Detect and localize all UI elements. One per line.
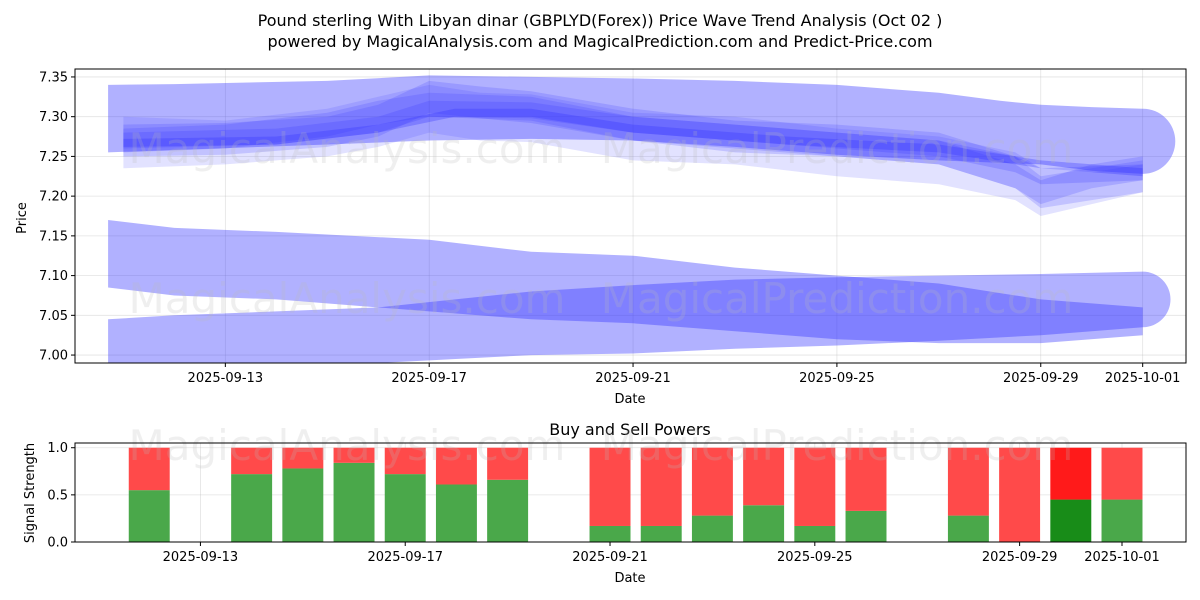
sell-bar — [435, 447, 477, 485]
buy-bar — [743, 505, 785, 542]
buy-bar — [1101, 499, 1143, 542]
wave-band-trend-2 — [123, 92, 1143, 205]
signal-plot-frame — [74, 442, 1187, 543]
price-x-tick-label: 2025-09-21 — [595, 371, 671, 386]
price-y-tick-label: 7.35 — [39, 70, 68, 85]
buy-bar — [691, 515, 733, 542]
signal-x-tick-label: 2025-10-01 — [1084, 550, 1160, 565]
buy-bar — [487, 479, 529, 542]
price-x-tick-label: 2025-09-17 — [391, 371, 467, 386]
chart-title: Pound sterling With Libyan dinar (GBPLYD… — [258, 11, 943, 30]
sell-bar — [589, 447, 631, 526]
watermark: MagicalPrediction.com — [601, 421, 1074, 470]
price-y-tick-label: 7.15 — [39, 229, 68, 244]
signal-y-label: Signal Strength — [23, 443, 38, 543]
price-y-tick-label: 7.05 — [39, 309, 68, 324]
signal-y-tick-label: 0.5 — [47, 488, 68, 503]
sell-bar — [282, 447, 324, 469]
buy-bar — [282, 468, 324, 542]
wave-band-trend-5 — [123, 108, 1143, 177]
signal-x-tick-label: 2025-09-17 — [367, 550, 443, 565]
signal-panel: Buy and Sell Powers MagicalAnalysis.com … — [23, 420, 1187, 586]
buy-bar — [845, 510, 887, 542]
watermark: MagicalAnalysis.com — [129, 421, 566, 470]
sell-bar — [1050, 447, 1092, 500]
signal-x-label: Date — [614, 571, 645, 586]
sell-bar — [1101, 447, 1143, 500]
buy-bar — [640, 525, 682, 542]
buy-bar — [1050, 499, 1092, 542]
price-plot-frame — [74, 68, 1187, 364]
wave-band-upper-wide — [108, 75, 1176, 174]
buy-bar — [128, 490, 170, 542]
price-x-tick-label: 2025-09-29 — [1003, 371, 1079, 386]
sell-bar — [999, 447, 1041, 542]
signal-y-tick-label: 1.0 — [47, 441, 68, 456]
signal-x-tick-label: 2025-09-25 — [777, 550, 853, 565]
wave-band-trend-1 — [123, 80, 1143, 209]
buy-bar — [589, 525, 631, 542]
buy-bar — [794, 525, 836, 542]
price-y-label: Price — [15, 202, 30, 234]
sell-bar — [947, 447, 989, 516]
watermark: MagicalAnalysis.com — [129, 124, 566, 173]
signal-x-tick-label: 2025-09-13 — [163, 550, 239, 565]
sell-bar — [794, 447, 836, 526]
buy-bar — [947, 515, 989, 542]
sell-bar — [845, 447, 887, 511]
sell-bar — [333, 447, 375, 463]
buy-bar — [333, 462, 375, 542]
wave-band-trend-4 — [123, 100, 1143, 185]
sell-bar — [231, 447, 273, 475]
signal-title: Buy and Sell Powers — [549, 420, 711, 439]
price-x-tick-label: 2025-10-01 — [1105, 371, 1181, 386]
price-x-tick-label: 2025-09-25 — [799, 371, 875, 386]
sell-bar — [487, 447, 529, 480]
sell-bar — [640, 447, 682, 526]
wave-band-trend-3 — [123, 84, 1143, 217]
buy-bar — [435, 484, 477, 542]
wave-band-lower-b — [108, 271, 1171, 363]
chart-subtitle: powered by MagicalAnalysis.com and Magic… — [267, 32, 932, 51]
watermark: MagicalPrediction.com — [601, 274, 1074, 323]
sell-bar — [384, 447, 426, 475]
price-y-tick-label: 7.10 — [39, 269, 68, 284]
watermark: MagicalAnalysis.com — [129, 274, 566, 323]
signal-x-tick-label: 2025-09-29 — [982, 550, 1058, 565]
price-x-label: Date — [614, 392, 645, 407]
price-panel: MagicalAnalysis.com MagicalPrediction.co… — [15, 68, 1187, 407]
price-y-tick-label: 7.25 — [39, 150, 68, 165]
price-y-tick-label: 7.30 — [39, 110, 68, 125]
buy-bar — [384, 474, 426, 542]
price-x-tick-label: 2025-09-13 — [188, 371, 264, 386]
signal-x-tick-label: 2025-09-21 — [572, 550, 648, 565]
sell-bar — [691, 447, 733, 516]
buy-bar — [231, 474, 273, 542]
sell-bar — [128, 447, 170, 491]
wave-band-lower-a — [108, 220, 1143, 344]
price-y-tick-label: 7.20 — [39, 190, 68, 205]
price-y-tick-label: 7.00 — [39, 349, 68, 364]
sell-bar — [743, 447, 785, 506]
price-plot-bg — [75, 69, 1186, 363]
watermark: MagicalPrediction.com — [601, 124, 1074, 173]
signal-y-tick-label: 0.0 — [47, 536, 68, 551]
